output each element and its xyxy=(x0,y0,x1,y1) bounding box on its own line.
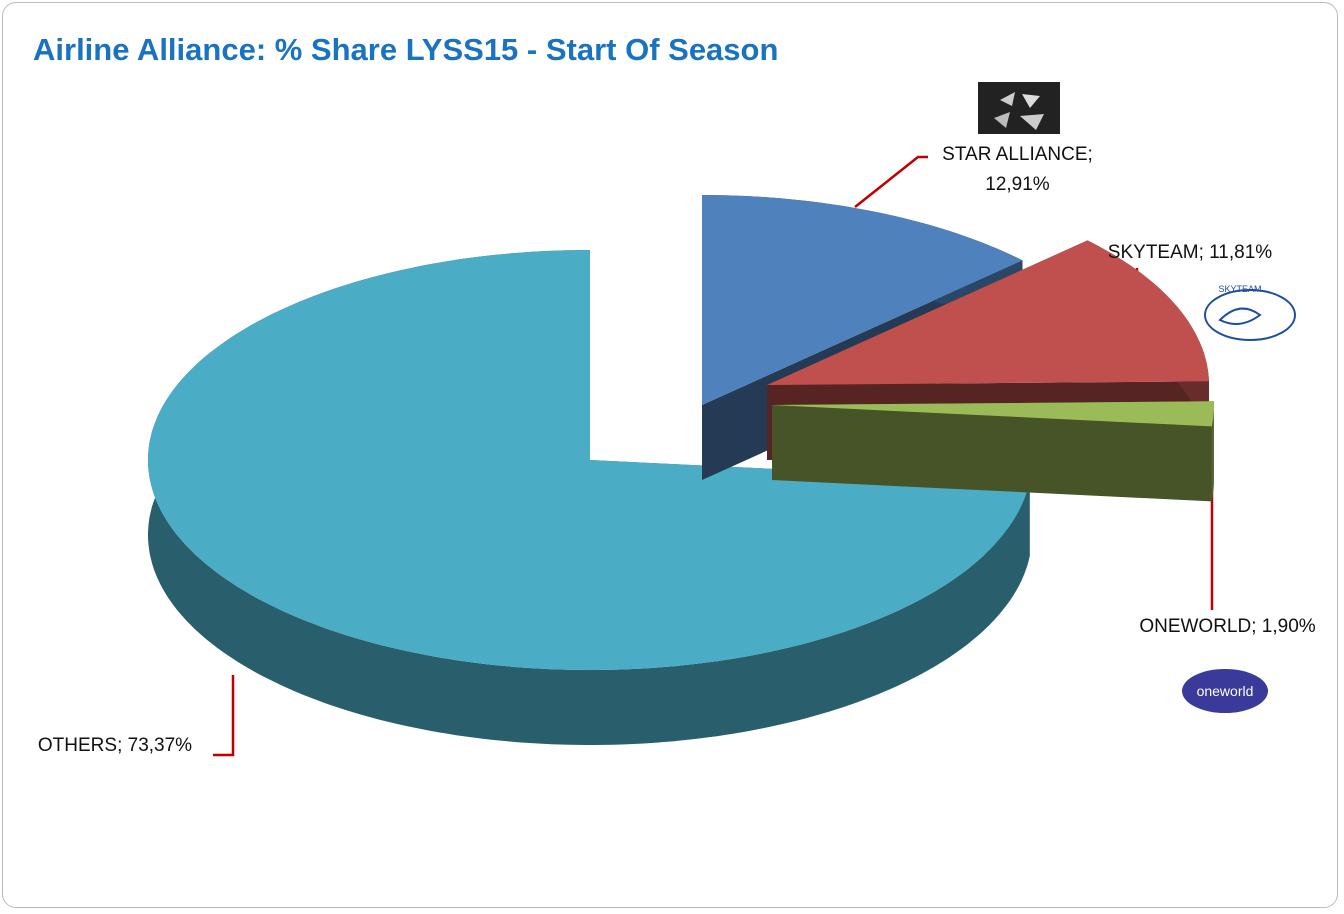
leader-line xyxy=(213,675,235,757)
logo-shape xyxy=(994,112,1010,128)
star-alliance-logo xyxy=(978,82,1060,134)
logo-shape xyxy=(1022,94,1040,108)
chart-title: Airline Alliance: % Share LYSS15 - Start… xyxy=(33,32,779,67)
logo-pill xyxy=(1182,669,1268,713)
logo-ring xyxy=(1204,289,1296,341)
data-label: OTHERS; 73,37% xyxy=(37,735,193,756)
leader-line xyxy=(854,155,928,208)
data-label: SKYTEAM; 11,81% xyxy=(1107,242,1273,263)
slice xyxy=(767,240,1209,385)
logo-text: SKYTEAM xyxy=(1218,284,1261,294)
oneworld-logo: oneworld xyxy=(1182,669,1268,713)
data-label: ONEWORLD; 1,90% xyxy=(1139,616,1316,637)
slice xyxy=(772,401,1214,427)
logo-box xyxy=(978,82,1060,134)
slice xyxy=(148,250,1030,670)
logo-text: oneworld xyxy=(1197,683,1254,699)
skyteam-logo: SKYTEAM xyxy=(1204,284,1296,341)
logo-swirl xyxy=(1218,307,1262,325)
logo-shape xyxy=(1020,114,1044,130)
logo-shape xyxy=(1000,92,1015,106)
slice-side xyxy=(772,405,1212,502)
data-label: STAR ALLIANCE; 12,91% xyxy=(942,144,1093,195)
slices xyxy=(148,195,1214,745)
slice xyxy=(702,195,1023,405)
slice-side xyxy=(1211,401,1214,502)
